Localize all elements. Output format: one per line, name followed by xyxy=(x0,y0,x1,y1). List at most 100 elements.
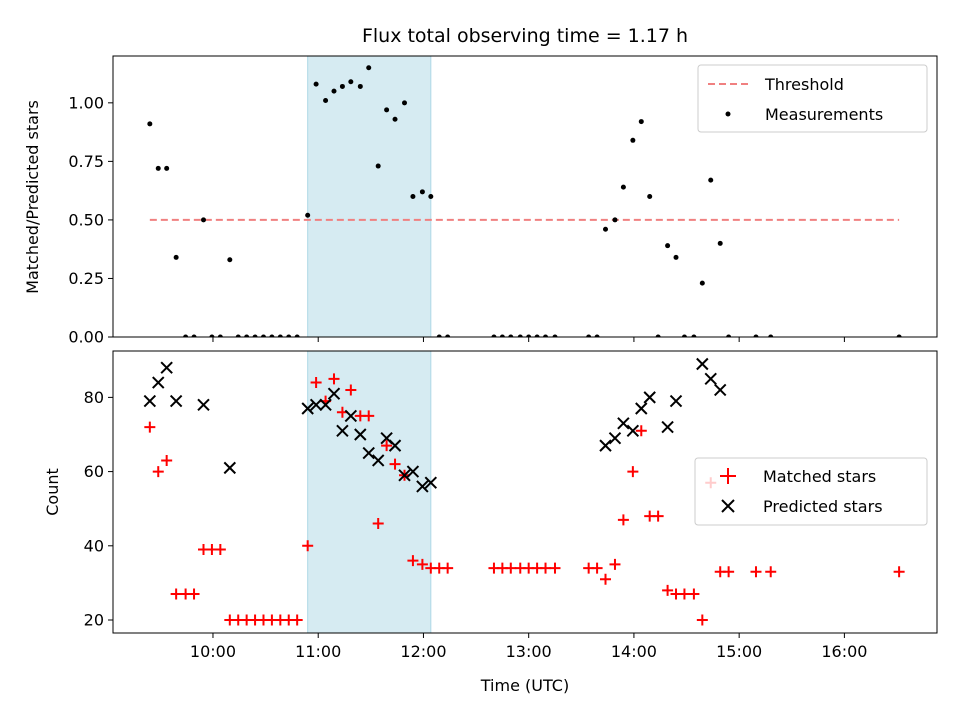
top-y-axis-label: Matched/Predicted stars xyxy=(23,100,42,294)
measurement-point xyxy=(286,334,292,337)
matched-star-point xyxy=(363,410,375,422)
measurement-point xyxy=(235,334,241,337)
chart-title: Flux total observing time = 1.17 h xyxy=(362,25,688,47)
matched-star-point xyxy=(170,588,182,600)
top-shaded-span xyxy=(307,55,432,338)
measurement-point xyxy=(517,334,523,337)
matched-star-point xyxy=(678,588,690,600)
predicted-star-point xyxy=(626,424,640,437)
measurement-point xyxy=(201,217,207,223)
top-y-tick-label-3: 0.75 xyxy=(68,152,104,171)
measurement-point xyxy=(323,97,329,103)
matched-star-point xyxy=(652,510,664,522)
matched-star-point xyxy=(591,562,603,574)
measurement-point xyxy=(305,212,311,218)
measurement-point xyxy=(419,189,425,195)
predicted-star-point xyxy=(354,428,367,441)
predicted-star-point xyxy=(143,394,157,408)
measurement-point xyxy=(252,334,258,337)
measurement-point xyxy=(227,257,233,263)
legend-measurements-label: Measurements xyxy=(765,105,883,124)
matched-star-point xyxy=(688,588,700,600)
legend-predicted-swatch xyxy=(721,499,735,513)
matched-star-point xyxy=(161,454,173,466)
measurement-point xyxy=(331,88,337,94)
top-axes-frame xyxy=(112,55,938,338)
measurement-point xyxy=(348,79,354,85)
measurement-point xyxy=(534,334,540,337)
measurement-point xyxy=(681,334,687,337)
measurement-point xyxy=(753,334,759,337)
predicted-star-point xyxy=(223,461,237,475)
matched-star-point xyxy=(372,518,384,530)
predicted-star-point xyxy=(336,424,349,437)
legend-measurements-swatch xyxy=(725,111,731,117)
matched-star-point xyxy=(214,544,226,556)
measurement-point xyxy=(410,194,416,199)
measurement-point xyxy=(436,334,442,337)
bottom-legend-box xyxy=(694,457,928,526)
bottom-shaded-span xyxy=(307,350,432,634)
matched-star-point xyxy=(291,614,303,626)
x-tick-label-0: 10:00 xyxy=(190,642,236,661)
matched-star-point xyxy=(442,562,454,574)
predicted-star-point xyxy=(696,357,709,371)
bottom-legend: Matched stars Predicted stars xyxy=(694,457,928,526)
matched-star-point xyxy=(893,566,905,578)
measurement-point xyxy=(552,334,558,337)
bottom-y-tick-label-2: 60 xyxy=(84,462,104,481)
measurement-point xyxy=(164,165,170,171)
predicted-star-point xyxy=(362,446,375,460)
predicted-star-point xyxy=(669,394,683,408)
matched-star-point xyxy=(627,466,639,478)
measurement-point xyxy=(499,334,505,337)
measurement-point xyxy=(155,165,161,171)
measurement-point xyxy=(491,334,497,337)
predicted-star-point xyxy=(344,409,358,423)
measurement-point xyxy=(277,334,283,337)
measurement-point xyxy=(402,100,408,106)
measurement-point xyxy=(313,81,319,87)
measurement-point xyxy=(428,194,434,199)
matched-star-point xyxy=(696,614,708,626)
x-tick-label-6: 16:00 xyxy=(821,642,867,661)
matched-star-point xyxy=(328,373,340,385)
matched-star-point xyxy=(750,566,762,578)
matched-star-point xyxy=(416,558,428,570)
bottom-y-tick-label-1: 40 xyxy=(84,536,104,555)
x-tick-label-5: 15:00 xyxy=(716,642,762,661)
top-y-tick-label-2: 0.50 xyxy=(68,210,104,229)
predicted-star-point xyxy=(617,417,630,430)
measurement-point xyxy=(366,65,372,71)
bottom-y-tick-label-0: 20 xyxy=(84,611,104,630)
matched-star-point xyxy=(505,562,517,574)
top-y-tick-label-1: 0.25 xyxy=(68,269,104,288)
predicted-star-point xyxy=(319,398,332,412)
measurement-point xyxy=(339,83,345,89)
matched-star-point xyxy=(345,384,357,396)
measurement-point xyxy=(655,334,661,337)
measurement-point xyxy=(147,121,153,127)
measurement-point xyxy=(384,107,390,113)
predicted-star-point xyxy=(661,420,674,434)
predicted-star-point xyxy=(197,398,210,412)
measurement-point xyxy=(647,194,653,199)
measurement-point xyxy=(217,334,223,337)
measurement-point xyxy=(183,334,189,337)
measurement-point xyxy=(392,116,398,122)
legend-matched-swatch xyxy=(720,468,736,484)
matched-star-point xyxy=(310,377,322,389)
predicted-star-point xyxy=(327,387,341,400)
predicted-star-point xyxy=(152,376,165,389)
measurement-point xyxy=(691,334,697,337)
measurement-point xyxy=(630,137,636,143)
measurement-point xyxy=(638,119,644,125)
predicted-star-point xyxy=(160,361,173,374)
predicted-star-point xyxy=(388,439,402,452)
measurement-point xyxy=(620,184,626,190)
matched-star-point xyxy=(662,584,674,596)
legend-predicted-label: Predicted stars xyxy=(763,497,883,516)
bottom-y-tick-label-3: 80 xyxy=(84,388,104,407)
predicted-star-point xyxy=(301,402,314,415)
